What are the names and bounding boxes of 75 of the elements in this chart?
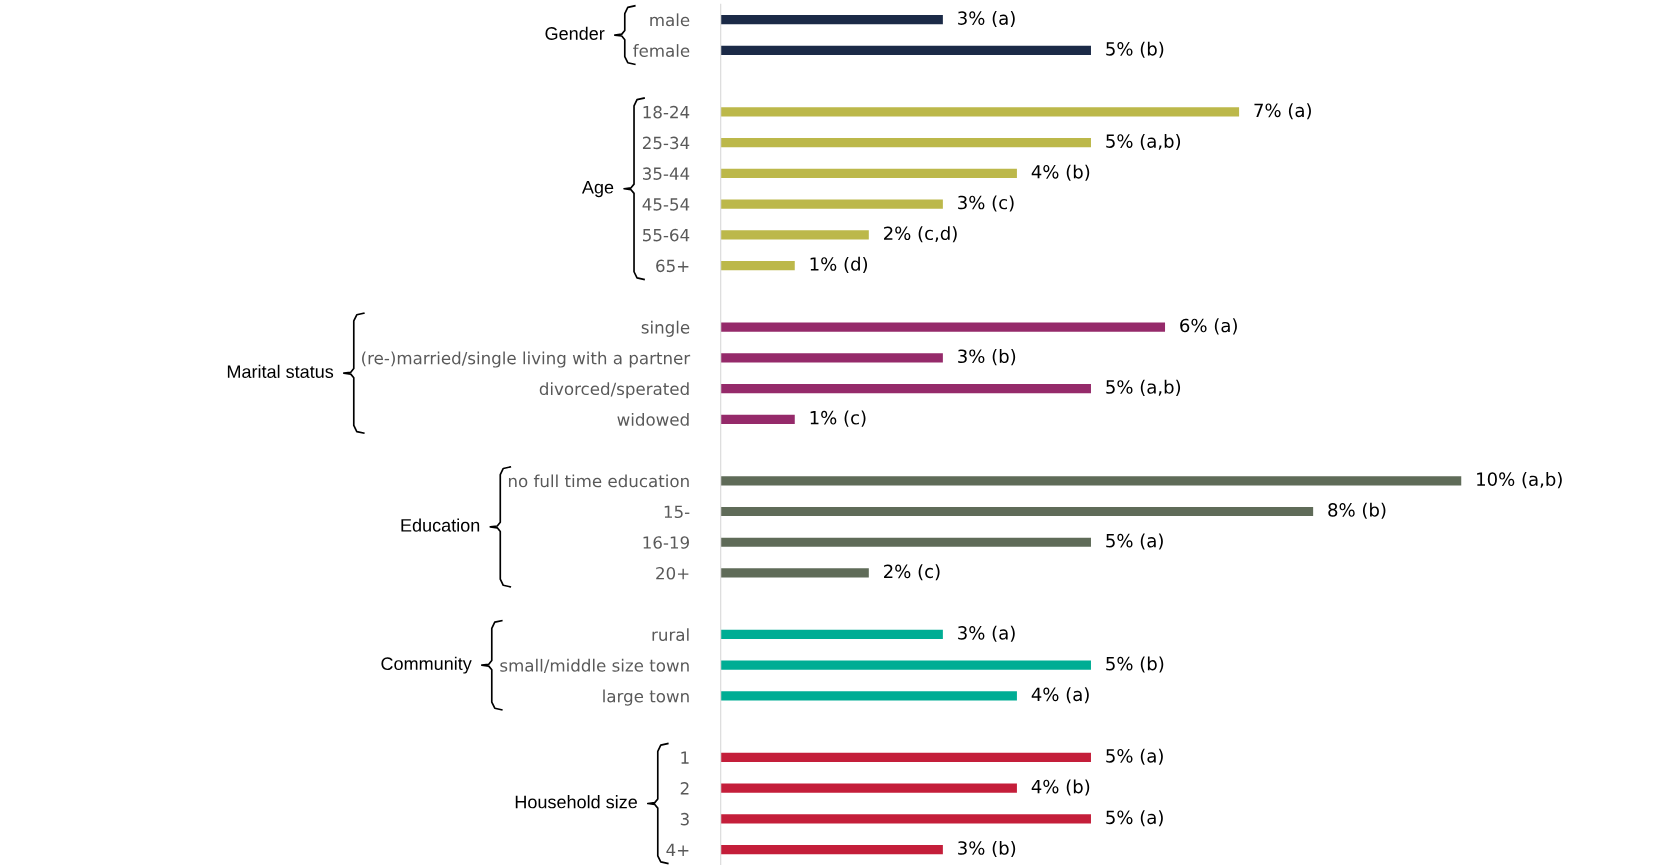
data-label: 3% (b) xyxy=(958,349,1016,366)
y-tick-label: 18-24 xyxy=(643,105,690,119)
data-label: 1% (c) xyxy=(810,410,866,427)
bar xyxy=(720,537,1091,547)
y-tick-label: large town xyxy=(603,689,689,706)
data-label: 2% (c) xyxy=(884,564,940,581)
bar xyxy=(720,322,1166,332)
data-label: 1% (d) xyxy=(810,256,868,273)
y-tick-label: 1 xyxy=(681,751,689,764)
data-label: 7% (a) xyxy=(1254,103,1311,120)
bar xyxy=(720,691,1017,701)
y-tick-label: no full time education xyxy=(508,474,689,488)
data-label: 3% (a) xyxy=(958,625,1015,642)
y-tick-label: 35-44 xyxy=(642,167,690,180)
bar xyxy=(720,383,1091,394)
y-tick-label: 25-34 xyxy=(642,136,690,150)
data-label: 8% (b) xyxy=(1328,502,1386,519)
bar xyxy=(720,506,1314,517)
y-tick-label: (re-)married/single living with a partner xyxy=(362,351,691,368)
y-tick-label: 2 xyxy=(680,782,689,795)
text: Household size xyxy=(515,795,637,809)
bar xyxy=(720,752,1091,763)
bar xyxy=(720,629,943,640)
data-label: 5% (b) xyxy=(1106,41,1164,58)
y-tick-label: rural xyxy=(652,628,689,642)
text: Community xyxy=(381,656,472,674)
bar xyxy=(720,353,943,363)
data-label: 3% (b) xyxy=(958,840,1016,857)
data-label: 10% (a,b) xyxy=(1477,472,1562,489)
text: Marital status xyxy=(227,364,334,379)
data-label: 5% (b) xyxy=(1106,656,1164,673)
y-tick-label: 15- xyxy=(664,505,690,519)
bar xyxy=(720,260,795,271)
data-label: 4% (a) xyxy=(1031,687,1089,704)
bar xyxy=(720,845,943,855)
y-tick-label: male xyxy=(650,13,690,27)
bar xyxy=(720,230,869,240)
y-tick-label: 65+ xyxy=(656,259,689,273)
y-tick-label: 45-54 xyxy=(642,198,690,211)
data-label: 5% (a) xyxy=(1106,810,1163,827)
y-tick-label: 4+ xyxy=(666,843,689,856)
text: Education xyxy=(401,518,480,532)
data-label: 5% (a) xyxy=(1106,533,1163,550)
text: Gender xyxy=(545,26,605,40)
data-label: 4% (b) xyxy=(1031,164,1090,181)
bar xyxy=(720,199,943,209)
bar xyxy=(720,138,1091,148)
y-tick-label: small/middle size town xyxy=(500,658,689,674)
data-label: 5% (a,b) xyxy=(1106,133,1181,151)
bar xyxy=(720,814,1091,824)
bar xyxy=(720,168,1017,178)
y-tick-label: widowed xyxy=(617,412,689,426)
bar xyxy=(720,568,869,578)
bar xyxy=(720,414,795,424)
data-label: 3% (a) xyxy=(958,10,1015,28)
data-label: 4% (b) xyxy=(1031,779,1090,796)
data-label: 5% (a) xyxy=(1106,748,1163,765)
y-tick-label: single xyxy=(641,320,690,337)
y-tick-label: divorced/sperated xyxy=(539,382,689,399)
y-tick-label: 16-19 xyxy=(643,536,689,549)
text: Age xyxy=(581,181,614,198)
data-label: 5% (a,b) xyxy=(1106,379,1181,396)
data-label: 3% (c) xyxy=(958,195,1014,212)
y-tick-label: 55-64 xyxy=(643,228,690,242)
bar xyxy=(720,45,1091,56)
data-label: 2% (c,d) xyxy=(884,226,957,243)
y-tick-label: 3 xyxy=(680,812,689,826)
y-tick-label: 20+ xyxy=(656,566,689,580)
bar xyxy=(720,107,1240,117)
data-label: 6% (a) xyxy=(1180,318,1237,335)
bar xyxy=(720,476,1462,486)
bar xyxy=(720,660,1091,670)
y-tick-label: female xyxy=(633,44,690,57)
bar xyxy=(720,783,1017,793)
bar xyxy=(720,15,943,25)
